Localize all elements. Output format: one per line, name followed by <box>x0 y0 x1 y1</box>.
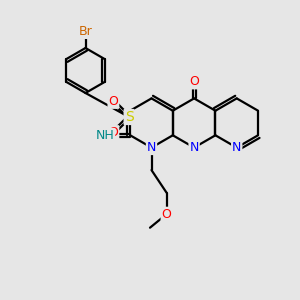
Text: NH: NH <box>95 129 114 142</box>
Text: N: N <box>147 141 156 154</box>
Text: S: S <box>124 110 134 124</box>
Text: O: O <box>162 208 171 221</box>
Text: O: O <box>109 95 118 108</box>
Text: N: N <box>232 141 242 154</box>
Text: Br: Br <box>79 25 92 38</box>
Text: O: O <box>189 75 199 88</box>
Text: N: N <box>189 141 199 154</box>
Text: O: O <box>109 126 118 139</box>
